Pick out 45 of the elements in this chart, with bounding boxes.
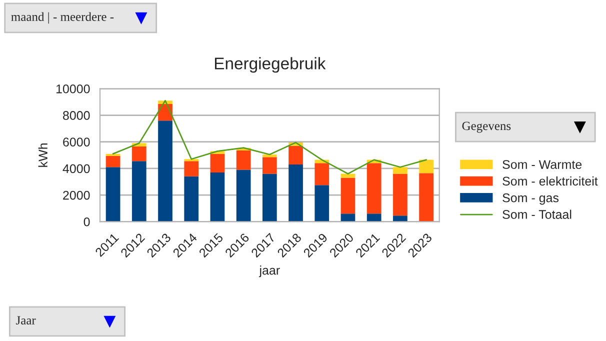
- bar: [393, 167, 408, 174]
- bar: [210, 172, 225, 222]
- legend-label: Som - elektriciteit: [502, 176, 598, 186]
- y-axis-title: kWh: [38, 143, 48, 167]
- bar: [393, 174, 408, 216]
- bar: [262, 154, 277, 158]
- y-tick-label: 8000: [63, 111, 90, 120]
- bar: [184, 161, 199, 176]
- bar: [314, 185, 330, 222]
- bar: [314, 163, 330, 186]
- bar: [340, 214, 356, 222]
- bar: [132, 146, 146, 162]
- bar: [262, 174, 277, 222]
- text: Gegevens: [462, 122, 511, 133]
- y-tick-label: 4000: [62, 164, 90, 174]
- bar: [184, 176, 199, 222]
- bar: [366, 214, 382, 222]
- y-tick-label: 10000: [56, 84, 90, 94]
- bar: [236, 150, 251, 170]
- x-axis-title: jaar: [258, 266, 280, 278]
- bar: [340, 178, 356, 214]
- bar: [106, 167, 120, 222]
- legend-label: Som - Warmte: [502, 160, 582, 169]
- text: maand | - meerdere -: [11, 12, 114, 24]
- bar: [288, 164, 303, 222]
- line-series: [112, 100, 427, 174]
- y-tick-label: 2000: [63, 190, 90, 200]
- bar: [210, 154, 225, 172]
- bar: [366, 163, 382, 214]
- y-tick-label: 0: [84, 217, 90, 226]
- legend-label: Som - gas: [502, 193, 559, 205]
- bar: [288, 146, 303, 164]
- bar: [340, 174, 356, 178]
- bar: [262, 157, 277, 174]
- bar: [106, 156, 120, 168]
- bar: [236, 170, 251, 222]
- bar: [419, 173, 434, 222]
- text: Jaar: [16, 316, 36, 325]
- bar: [393, 216, 408, 222]
- bar: [158, 120, 172, 222]
- legend-label: Som - Totaal: [502, 210, 572, 219]
- bar: [132, 161, 146, 222]
- chart-title: Energiegebruik: [214, 57, 326, 73]
- y-tick-label: 6000: [63, 138, 90, 147]
- bar: [419, 160, 434, 174]
